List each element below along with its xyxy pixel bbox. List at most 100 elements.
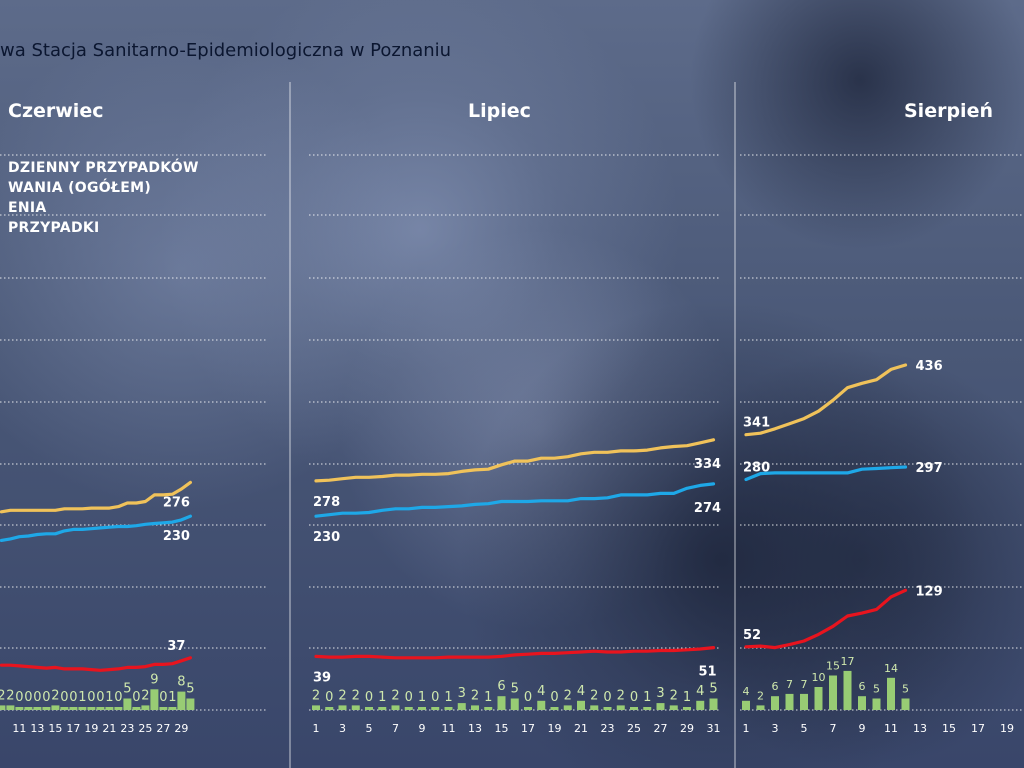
month-title-czerwiec: Czerwiec [8,100,104,122]
daily-case-bar [177,691,186,710]
daily-case-label: 9 [150,672,158,687]
daily-case-bar [603,707,612,710]
x-tick-label: 25 [138,722,152,735]
daily-case-bar [444,707,453,710]
daily-case-bar [457,703,466,710]
daily-case-bar [141,705,150,710]
daily-case-bar [404,707,413,710]
x-tick-label: 11 [884,722,898,735]
end-value-label: 230 [163,529,190,544]
series-line-recovered [314,645,716,660]
daily-case-label: 2 [312,688,320,703]
daily-case-bar [590,705,599,710]
daily-case-bar [51,705,60,710]
daily-case-bar [338,705,347,710]
daily-case-bar [696,700,705,710]
daily-case-bar [132,707,141,710]
series-line-total [744,363,908,437]
daily-case-label: 1 [484,690,492,705]
daily-case-bar [431,707,440,710]
daily-case-bar [563,705,572,710]
daily-case-label: 6 [772,680,779,693]
x-tick-label: 11 [12,722,26,735]
daily-case-bar [756,705,765,710]
daily-case-bar [656,703,665,710]
x-tick-label: 19 [84,722,98,735]
daily-case-bar [872,698,881,710]
daily-case-bar [829,675,837,710]
daily-case-bar [123,698,132,710]
daily-case-label: 17 [841,655,855,668]
series-line-total [0,480,192,514]
daily-case-label: 0 [69,690,77,705]
start-value-label: 278 [313,495,340,510]
start-value-label: 39 [313,670,331,685]
x-tick-label: 11 [442,722,456,735]
daily-case-label: 0 [96,690,104,705]
x-tick-label: 5 [801,722,808,735]
daily-case-label: 15 [826,660,840,673]
daily-case-bar [537,700,546,710]
daily-case-label: 1 [683,690,691,705]
daily-case-label: 1 [418,690,426,705]
x-tick-label: 15 [48,722,62,735]
x-tick-label: 29 [174,722,188,735]
daily-case-label: 0 [24,690,32,705]
x-tick-label: 1 [313,722,320,735]
daily-case-bar [510,698,519,710]
daily-case-label: 5 [511,682,519,697]
daily-case-bar [901,698,910,710]
daily-case-bar [418,707,426,710]
daily-case-bar [351,705,360,710]
daily-case-bar [96,707,105,710]
x-tick-label: 13 [468,722,482,735]
x-tick-label: 17 [971,722,985,735]
month-title-sierpien: Sierpień [904,100,993,122]
x-tick-label: 23 [601,722,615,735]
legend-entry-total: WANIA (OGÓŁEM) [8,180,152,196]
x-tick-label: 21 [574,722,588,735]
daily-case-label: 0 [132,690,140,705]
legend-entry-active: PRZYPADKI [8,220,100,236]
daily-case-label: 4 [696,684,704,699]
daily-case-label: 0 [603,690,611,705]
daily-case-label: 1 [105,690,113,705]
daily-case-label: 0 [405,690,413,705]
daily-case-label: 2 [617,688,625,703]
daily-case-bar [365,707,373,710]
daily-case-bar [484,707,493,710]
daily-case-bar [742,700,750,710]
daily-case-bar [378,707,387,710]
daily-case-bar [630,707,638,710]
daily-case-bar [683,707,691,710]
daily-case-bar [616,705,625,710]
daily-case-bar [150,689,159,710]
end-value-label: 297 [916,461,943,476]
daily-case-label: 7 [801,678,808,691]
daily-case-label: 14 [884,662,898,675]
daily-case-bar [78,707,87,710]
daily-case-label: 2 [6,688,14,703]
daily-case-bar [24,707,33,710]
daily-case-label: 0 [33,690,41,705]
daily-case-label: 0 [431,690,439,705]
legend-entry-recovered: ENIA [8,200,47,216]
x-tick-label: 13 [913,722,927,735]
daily-case-bar [114,707,123,710]
series-line-active [0,514,192,543]
daily-case-label: 3 [458,686,466,701]
daily-case-label: 6 [859,680,866,693]
end-value-label: 436 [916,359,943,374]
end-value-label: 276 [163,495,190,510]
series-line-total [314,438,716,483]
daily-case-bar [312,705,320,710]
daily-case-bar [800,693,808,710]
daily-case-label: 4 [537,684,545,699]
daily-case-bar [709,698,718,710]
daily-case-bar [771,696,779,710]
daily-case-bar [577,700,585,710]
daily-case-label: 1 [78,690,86,705]
daily-case-bar [814,687,823,710]
x-tick-label: 23 [120,722,134,735]
